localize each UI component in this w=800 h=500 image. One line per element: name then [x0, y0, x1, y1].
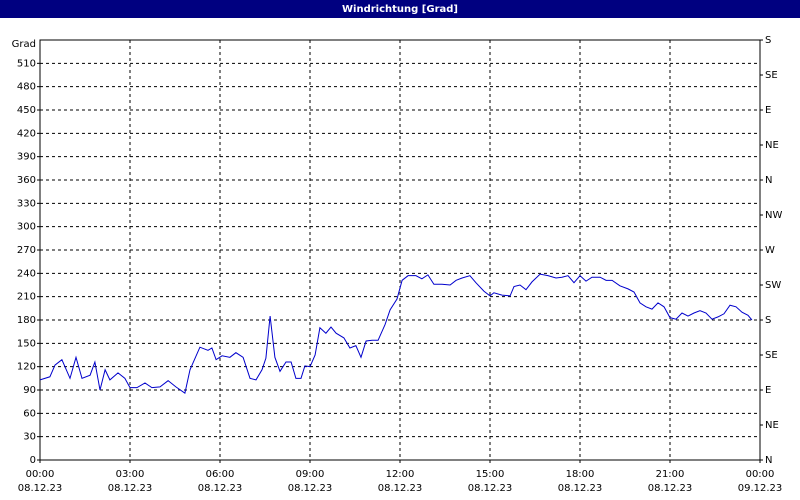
y-tick-label: 390 [17, 152, 36, 163]
x-tick-label: 03:00 08.12.23 [108, 469, 153, 494]
title-bar [0, 0, 800, 18]
x-tick-label: 18:00 08.12.23 [558, 469, 603, 494]
y-tick-label: 420 [17, 128, 36, 139]
y-tick-label: 510 [17, 58, 36, 69]
y-tick-label: 210 [17, 292, 36, 303]
y2-tick-label: SE [765, 350, 778, 361]
y-tick-label: 90 [23, 385, 36, 396]
y-tick-label: 120 [17, 362, 36, 373]
y2-tick-label: W [765, 245, 775, 256]
y2-tick-label: E [765, 385, 771, 396]
x-tick-label: 21:00 08.12.23 [648, 469, 693, 494]
wind-direction-line [39, 273, 753, 394]
y2-tick-label: N [765, 455, 772, 466]
y-tick-label: 30 [23, 432, 36, 443]
y-tick-label: 150 [17, 338, 36, 349]
chart-title: Windrichtung [Grad] [342, 4, 458, 15]
y2-tick-label: SE [765, 70, 778, 81]
y2-tick-label: NW [765, 210, 782, 221]
plot-frame [39, 39, 761, 461]
y-tick-label: 300 [17, 222, 36, 233]
y2-tick-label: NE [765, 140, 779, 151]
y2-tick-label: S [765, 315, 771, 326]
y-tick-label: 180 [17, 315, 36, 326]
y-tick-label: 480 [17, 82, 36, 93]
y2-tick-label: NE [765, 420, 779, 431]
y2-tick-label: N [765, 175, 772, 186]
y-tick-label: 240 [17, 268, 36, 279]
x-tick-label: 06:00 08.12.23 [198, 469, 243, 494]
y-tick-label: 330 [17, 198, 36, 209]
x-tick-label: 12:00 08.12.23 [378, 469, 423, 494]
y-tick-label: 360 [17, 175, 36, 186]
x-tick-label: 00:00 09.12.23 [738, 469, 783, 494]
y-tick-label: 0 [30, 455, 36, 466]
y2-tick-label: S [765, 35, 771, 46]
y-tick-label: 60 [23, 408, 36, 419]
x-tick-label: 15:00 08.12.23 [468, 469, 513, 494]
y2-tick-label: SW [765, 280, 781, 291]
x-tick-label: 00:00 08.12.23 [18, 469, 63, 494]
y-axis-label: Grad [12, 39, 36, 50]
y-tick-label: 270 [17, 245, 36, 256]
x-tick-label: 09:00 08.12.23 [288, 469, 333, 494]
y-tick-label: 450 [17, 105, 36, 116]
y2-tick-label: E [765, 105, 771, 116]
